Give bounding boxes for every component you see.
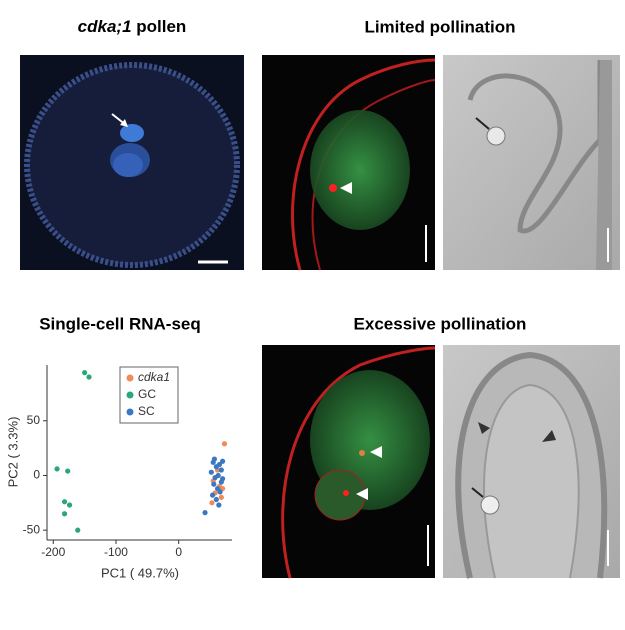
point — [217, 489, 223, 495]
point — [208, 469, 214, 475]
panel-title: Single-cell RNA-seq — [39, 314, 201, 333]
point — [213, 496, 219, 503]
micrograph-fluorescent — [262, 345, 436, 579]
point — [211, 456, 218, 462]
point — [61, 511, 68, 517]
y-tick-label: 50 — [27, 413, 41, 427]
point — [86, 374, 92, 380]
panel-title: Limited pollination — [364, 17, 515, 36]
point — [54, 466, 60, 472]
point — [82, 370, 88, 376]
point — [202, 510, 208, 516]
point — [211, 481, 217, 487]
point — [216, 502, 222, 508]
micrograph-fluorescent — [262, 55, 436, 271]
legend-marker — [126, 374, 134, 382]
legend-marker — [126, 391, 134, 399]
point — [218, 494, 224, 500]
point — [209, 492, 216, 498]
point — [75, 527, 81, 533]
point — [65, 468, 71, 474]
point — [66, 502, 73, 508]
point — [219, 458, 226, 464]
legend-label: SC — [138, 404, 155, 418]
legend-label: cdka1 — [138, 370, 170, 384]
x-tick-label: -100 — [104, 545, 128, 559]
point — [221, 441, 228, 447]
micrograph-dic — [443, 345, 620, 579]
micrograph-pollen — [20, 55, 244, 270]
legend-label: GC — [138, 387, 156, 401]
panel-title: Excessive pollination — [354, 314, 527, 333]
y-axis-label: PC2 ( 3.3%) — [5, 417, 20, 488]
x-tick-label: 0 — [175, 545, 182, 559]
point — [216, 461, 223, 468]
point — [215, 472, 221, 479]
panel-title: cdka;1 pollen — [78, 17, 187, 36]
y-tick-label: 0 — [33, 468, 40, 482]
x-tick-label: -200 — [41, 545, 65, 559]
point — [218, 479, 224, 485]
y-tick-label: -50 — [23, 522, 41, 536]
point — [61, 499, 68, 505]
x-axis-label: PC1 ( 49.7%) — [101, 565, 179, 580]
point — [209, 500, 215, 506]
legend-marker — [126, 408, 134, 416]
micrograph-dic — [443, 55, 620, 270]
point — [218, 467, 224, 473]
